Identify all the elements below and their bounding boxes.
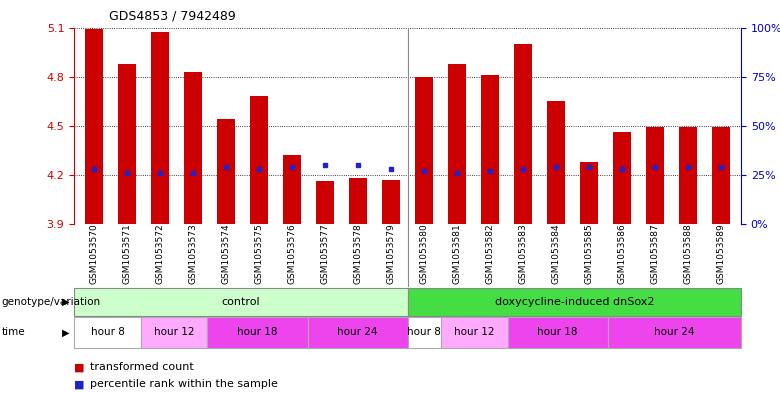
Text: time: time bbox=[2, 327, 25, 338]
Text: GSM1053576: GSM1053576 bbox=[288, 223, 296, 284]
Bar bbox=[580, 162, 598, 224]
Text: ■: ■ bbox=[74, 362, 84, 373]
Text: GSM1053579: GSM1053579 bbox=[387, 223, 395, 284]
Bar bbox=[441, 317, 508, 348]
Text: GSM1053573: GSM1053573 bbox=[189, 223, 197, 284]
Text: GSM1053571: GSM1053571 bbox=[122, 223, 131, 284]
Bar bbox=[316, 182, 334, 224]
Text: hour 12: hour 12 bbox=[154, 327, 194, 338]
Text: GSM1053586: GSM1053586 bbox=[618, 223, 626, 284]
Bar bbox=[448, 64, 466, 224]
Text: GSM1053589: GSM1053589 bbox=[717, 223, 725, 284]
Bar bbox=[481, 75, 499, 224]
Bar bbox=[307, 317, 407, 348]
Bar bbox=[646, 127, 665, 224]
Bar bbox=[547, 101, 566, 224]
Text: ▶: ▶ bbox=[62, 297, 69, 307]
Bar bbox=[118, 64, 136, 224]
Bar bbox=[608, 317, 741, 348]
Text: GSM1053581: GSM1053581 bbox=[452, 223, 462, 284]
Bar bbox=[382, 180, 400, 224]
Bar bbox=[415, 77, 433, 224]
Text: GSM1053578: GSM1053578 bbox=[353, 223, 363, 284]
Text: ■: ■ bbox=[74, 379, 84, 389]
Bar bbox=[514, 44, 532, 224]
Text: hour 8: hour 8 bbox=[407, 327, 441, 338]
Text: percentile rank within the sample: percentile rank within the sample bbox=[90, 379, 278, 389]
Bar bbox=[207, 317, 307, 348]
Text: GSM1053582: GSM1053582 bbox=[486, 223, 495, 284]
Text: GSM1053570: GSM1053570 bbox=[90, 223, 98, 284]
Text: GSM1053588: GSM1053588 bbox=[684, 223, 693, 284]
Bar bbox=[151, 32, 169, 224]
Bar bbox=[140, 317, 207, 348]
Text: GSM1053585: GSM1053585 bbox=[585, 223, 594, 284]
Text: GSM1053583: GSM1053583 bbox=[519, 223, 527, 284]
Text: hour 18: hour 18 bbox=[537, 327, 578, 338]
Text: transformed count: transformed count bbox=[90, 362, 193, 373]
Text: control: control bbox=[222, 297, 261, 307]
Bar bbox=[250, 96, 268, 224]
Bar bbox=[74, 288, 407, 316]
Text: ▶: ▶ bbox=[62, 327, 69, 338]
Bar bbox=[85, 29, 103, 224]
Bar bbox=[217, 119, 235, 224]
Text: GSM1053572: GSM1053572 bbox=[155, 223, 165, 284]
Text: GDS4853 / 7942489: GDS4853 / 7942489 bbox=[109, 10, 236, 23]
Bar bbox=[74, 317, 140, 348]
Text: hour 8: hour 8 bbox=[90, 327, 124, 338]
Bar bbox=[508, 317, 608, 348]
Text: GSM1053584: GSM1053584 bbox=[551, 223, 561, 284]
Bar bbox=[349, 178, 367, 224]
Bar bbox=[407, 317, 441, 348]
Text: doxycycline-induced dnSox2: doxycycline-induced dnSox2 bbox=[495, 297, 654, 307]
Bar bbox=[712, 127, 730, 224]
Text: GSM1053575: GSM1053575 bbox=[254, 223, 264, 284]
Text: hour 24: hour 24 bbox=[337, 327, 378, 338]
Text: hour 18: hour 18 bbox=[237, 327, 278, 338]
Text: hour 12: hour 12 bbox=[454, 327, 495, 338]
Bar bbox=[283, 155, 301, 224]
Text: GSM1053574: GSM1053574 bbox=[222, 223, 230, 284]
Bar bbox=[407, 288, 741, 316]
Text: hour 24: hour 24 bbox=[654, 327, 694, 338]
Text: genotype/variation: genotype/variation bbox=[2, 297, 101, 307]
Bar bbox=[613, 132, 631, 224]
Bar bbox=[184, 72, 202, 224]
Text: GSM1053587: GSM1053587 bbox=[651, 223, 660, 284]
Text: GSM1053577: GSM1053577 bbox=[321, 223, 329, 284]
Bar bbox=[679, 127, 697, 224]
Text: GSM1053580: GSM1053580 bbox=[420, 223, 428, 284]
